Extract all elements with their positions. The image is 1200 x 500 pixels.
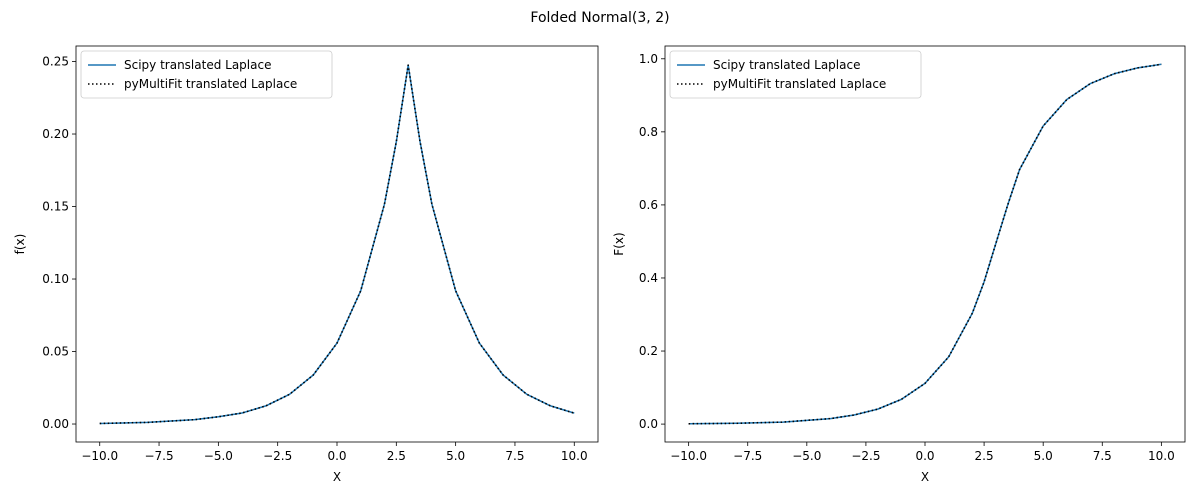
series-line-scipy [688,63,1162,425]
x-axis-label: X [921,470,929,484]
plot-area [76,46,598,442]
legend-box [669,50,922,99]
cdf-chart: −10.0 −7.5 −5.0 −2.5 0.0 2.5 5.0 7.5 10.0 0.0 0.2 0… [612,45,1186,484]
y-tick-label: 0.0 [639,417,658,431]
legend: Scipy translated Laplace pyMultiFit trans… [669,50,922,99]
x-tick-label: 10.0 [1148,449,1175,463]
x-tick-label: 2.5 [975,449,994,463]
x-tick-label: −10.0 [670,449,707,463]
x-tick-label: −5.0 [792,449,821,463]
legend: Scipy translated Laplace pyMultiFit trans… [80,50,333,99]
y-tick-label: 0.25 [42,55,69,69]
y-tick-label: 0.2 [639,344,658,358]
y-axis-label: f(x) [13,234,27,255]
y-tick-label: 0.4 [639,271,658,285]
axes-frame [75,45,599,443]
legend-entry: Scipy translated Laplace [713,58,860,72]
pdf-chart: −10.0 −7.5 −5.0 −2.5 0.0 2.5 5.0 7.5 10.0 0.00 0.0… [13,45,599,484]
x-tick-label: −7.5 [144,449,173,463]
figure-title: Folded Normal(3, 2) [530,10,669,26]
plot-area [665,46,1185,442]
axes-frame [664,45,1186,443]
y-tick-label: 0.15 [42,200,69,214]
x-tick-label: −2.5 [263,449,292,463]
x-tick-label: 7.5 [505,449,524,463]
y-tick-label: 0.05 [42,345,69,359]
legend-box [80,50,333,99]
x-tick-label: 5.0 [446,449,465,463]
x-tick-label: 5.0 [1034,449,1053,463]
y-tick-label: 0.00 [42,417,69,431]
legend-entry: pyMultiFit translated Laplace [713,77,886,91]
series-line-scipy [99,64,575,425]
y-tick-label: 0.10 [42,272,69,286]
y-tick-label: 0.8 [639,125,658,139]
x-tick-label: 2.5 [387,449,406,463]
x-tick-label: −7.5 [733,449,762,463]
x-axis-label: X [333,470,341,484]
y-tick-label: 0.6 [639,198,658,212]
x-tick-label: 0.0 [327,449,346,463]
x-tick-label: 0.0 [915,449,934,463]
legend-entry: pyMultiFit translated Laplace [124,77,297,91]
y-axis-label: F(x) [612,232,626,255]
x-tick-label: −2.5 [851,449,880,463]
y-tick-label: 0.20 [42,127,69,141]
x-tick-label: −10.0 [81,449,118,463]
x-tick-label: 7.5 [1093,449,1112,463]
x-tick-label: −5.0 [204,449,233,463]
x-tick-label: 10.0 [561,449,588,463]
y-tick-label: 1.0 [639,52,658,66]
legend-entry: Scipy translated Laplace [124,58,271,72]
